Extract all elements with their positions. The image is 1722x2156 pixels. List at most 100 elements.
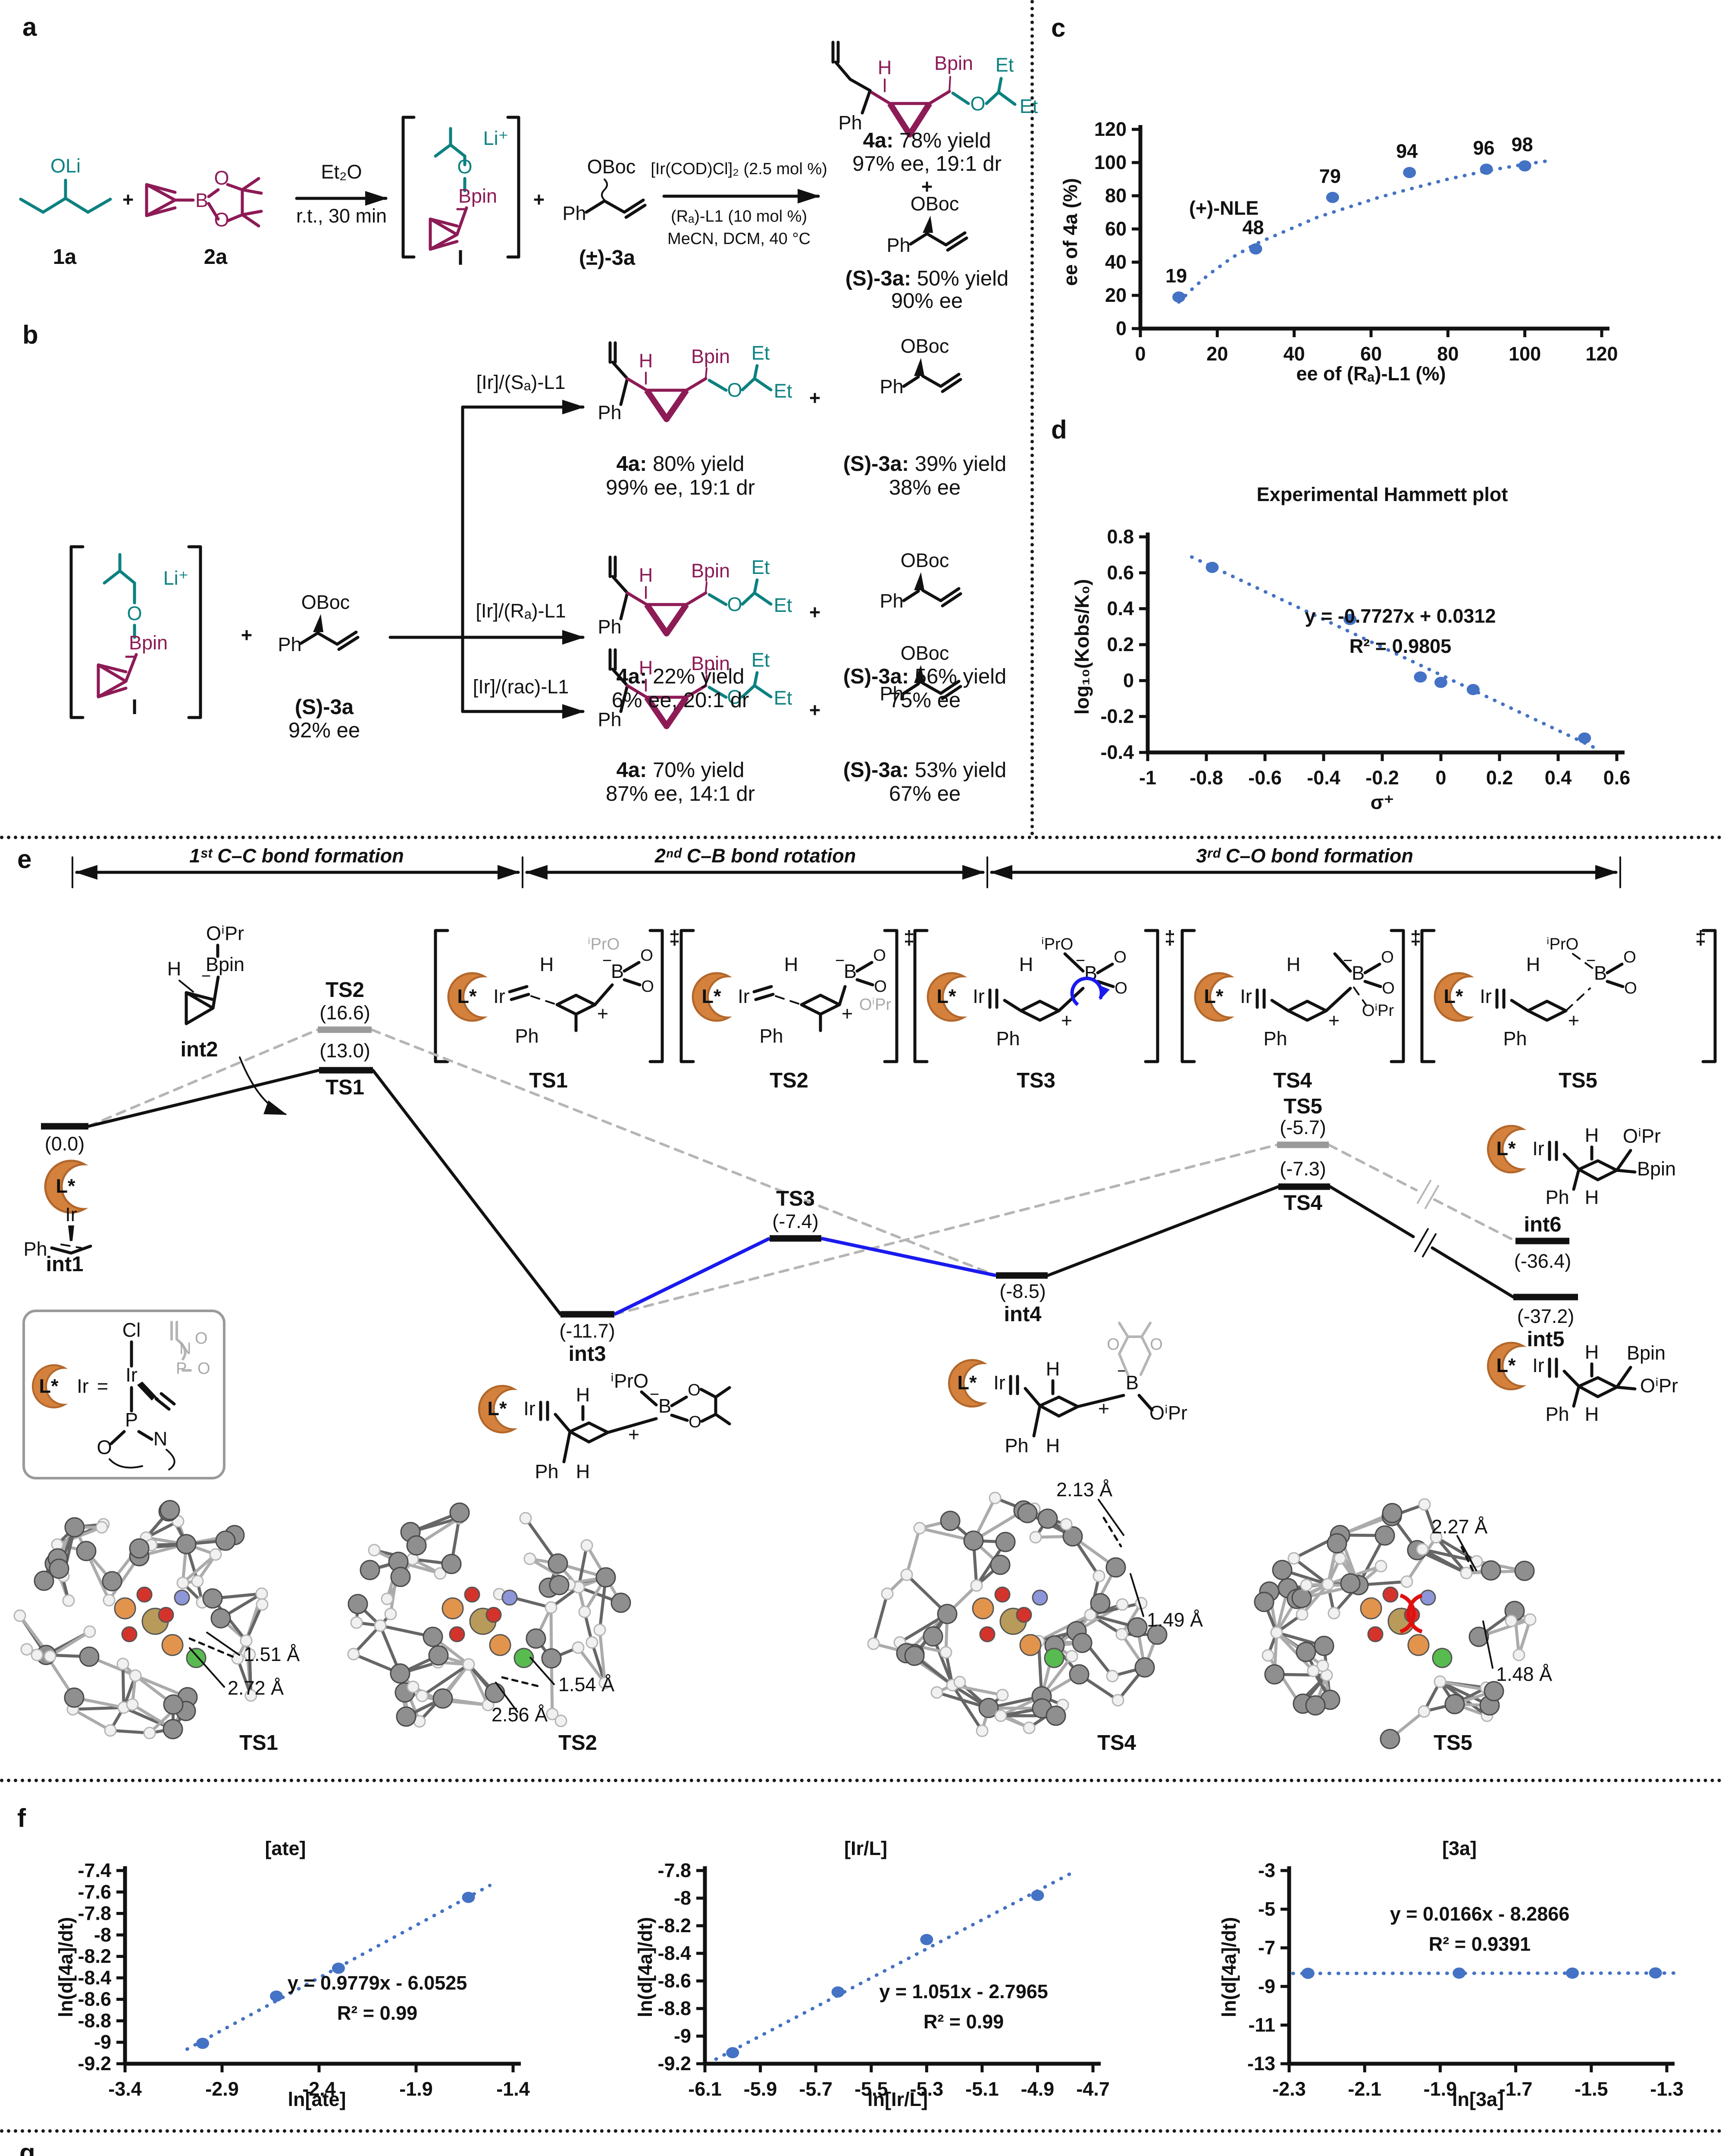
svg-text:Bpin: Bpin (691, 345, 730, 367)
divider-f-g (0, 2129, 1722, 2133)
o-label: O (127, 602, 142, 624)
svg-text:‡: ‡ (1410, 927, 1421, 949)
svg-text:Et: Et (751, 342, 770, 364)
svg-text:O: O (640, 946, 653, 965)
svg-text:OⁱPr: OⁱPr (1640, 1375, 1678, 1397)
x-axis-label: ee of (Rₐ)-L1 (%) (1296, 363, 1446, 385)
int3-value: (-11.7) (559, 1320, 615, 1342)
svg-text:‡: ‡ (1695, 927, 1706, 949)
svg-text:-6.1: -6.1 (688, 2078, 722, 2100)
svg-text:-2.4: -2.4 (302, 2078, 336, 2100)
svg-text:-1.9: -1.9 (1424, 2078, 1457, 2100)
svg-text:Ir: Ir (125, 1364, 138, 1386)
energy-path (41, 1026, 1578, 1318)
svg-text:B: B (844, 960, 857, 982)
section-2-label: 2ⁿᵈ C–B bond rotation (654, 845, 856, 867)
data-point (1172, 291, 1186, 303)
et-label: Et (1020, 95, 1038, 117)
ts1-structure: ‡ L* Ir H + Ph ⁱPrO B − O O (434, 927, 680, 1063)
svg-text:O: O (197, 1360, 210, 1378)
svg-text:-7.8: -7.8 (657, 1859, 691, 1881)
svg-text:H: H (639, 657, 653, 679)
ts5-distance-1: 2.27 Å (1431, 1516, 1487, 1538)
svg-text:y = 0.0166x - 8.2866: y = 0.0166x - 8.2866 (1390, 1903, 1570, 1925)
svg-text:+: + (842, 1003, 853, 1025)
svg-text:-8.6: -8.6 (657, 1970, 691, 1992)
svg-text:O: O (97, 1436, 112, 1458)
chart-title: [ate] (265, 1837, 306, 1859)
svg-text:Ir: Ir (973, 985, 985, 1007)
data-point (1249, 243, 1262, 255)
chart-title: [3a] (1442, 1837, 1477, 1859)
panel-g-scheme: O Li⁺ Bpin − I-CH₃ 0.5 equiv. + F₃C O Li… (0, 2128, 1722, 2156)
svg-text:L*: L* (1497, 1354, 1516, 1376)
svg-text:O: O (1624, 979, 1637, 997)
b-row3-3a-caption: (S)-3a: 53% yield (843, 758, 1007, 782)
svg-text:0.2: 0.2 (1107, 633, 1134, 655)
svg-text:Ph: Ph (598, 616, 621, 638)
b-row1-3a-caption2: 38% ee (889, 476, 961, 499)
molecule-3aS: OBoc Ph (S)-3a: 50% yield 90% ee (845, 193, 1009, 313)
caption-3aS-line2: 90% ee (891, 289, 963, 313)
ts1-label: TS1 (529, 1069, 568, 1092)
svg-text:0.8: 0.8 (1107, 526, 1134, 548)
oboc-label: OBoc (587, 156, 636, 178)
svg-text:-1.9: -1.9 (399, 2078, 433, 2100)
svg-text:H: H (1585, 1186, 1599, 1208)
molecule-I: O Li⁺ Bpin − I (69, 545, 202, 719)
svg-text:Bpin: Bpin (691, 652, 730, 674)
data-point (1466, 684, 1480, 696)
svg-text:Ph: Ph (1263, 1028, 1287, 1050)
data-point (1326, 191, 1339, 203)
product-3aS-row3: OBoc Ph (880, 642, 962, 705)
svg-text:Ir: Ir (493, 985, 505, 1007)
chart-title: [Ir/L] (844, 1837, 887, 1859)
divider-e-f (0, 1779, 1722, 1782)
ph-label: Ph (278, 633, 301, 655)
h-label: H (878, 56, 892, 78)
svg-text:H: H (540, 953, 554, 975)
svg-text:Ph: Ph (880, 376, 903, 398)
svg-text:-0.8: -0.8 (1190, 767, 1223, 789)
o-label: O (457, 156, 472, 178)
svg-text:H: H (784, 953, 798, 975)
y-axis-label: ee of 4a (%) (1059, 178, 1081, 286)
svg-text:-11: -11 (1248, 2014, 1275, 2036)
svg-text:60: 60 (1360, 343, 1382, 365)
y-axis-label: ln(d[4a]/dt) (634, 1917, 656, 2017)
arrow2-line2: (Rₐ)-L1 (10 mol %) (671, 207, 807, 226)
boron-label: B (195, 189, 208, 211)
svg-text:-2.1: -2.1 (1348, 2078, 1381, 2100)
svg-text:80: 80 (1437, 343, 1459, 365)
svg-text:H: H (1585, 1341, 1599, 1363)
svg-text:O: O (1381, 948, 1394, 966)
data-point (831, 1986, 845, 1998)
svg-text:+: + (597, 1003, 608, 1025)
bpin-label: Bpin (458, 185, 497, 207)
x-axis-label: ln[Ir/L] (867, 2088, 928, 2110)
svg-text:120: 120 (1585, 343, 1618, 365)
int1-name: int1 (46, 1253, 83, 1276)
branch1-label: [Ir]/(Sₐ)-L1 (476, 371, 566, 393)
svg-text:B: B (1594, 962, 1607, 984)
ts3-name: TS3 (776, 1187, 815, 1210)
svg-text:Bpin: Bpin (1637, 1158, 1676, 1180)
svg-text:Ir: Ir (1532, 1354, 1544, 1376)
svg-text:-1.7: -1.7 (1499, 2078, 1533, 2100)
et-label: Et (996, 54, 1014, 76)
chart-nle: 0 20 40 60 80 100 120 0 20 40 60 80 100 120 19 48 79 94 96… (1059, 118, 1618, 385)
svg-text:Ir: Ir (738, 985, 750, 1007)
svg-text:20: 20 (1105, 284, 1127, 306)
data-point (1578, 732, 1591, 744)
data-point (1566, 1967, 1579, 1979)
svg-text:-2.3: -2.3 (1272, 2078, 1306, 2100)
divider-vertical (1030, 0, 1034, 836)
ph-label: Ph (886, 234, 910, 256)
ts3-label: TS3 (1017, 1069, 1055, 1092)
x-axis-label: σ⁺ (1371, 791, 1394, 813)
energy-labels: (0.0) int1 TS2 (16.6) (13.0) TS1 (-11.7)… (45, 978, 1575, 1366)
svg-text:Ir: Ir (993, 1372, 1005, 1394)
ts3-structure: ‡ L* Ir H + Ph H ⁱPrO B − O O (913, 927, 1175, 1063)
svg-text:-8.2: -8.2 (78, 1945, 111, 1967)
data-point (920, 1934, 933, 1945)
